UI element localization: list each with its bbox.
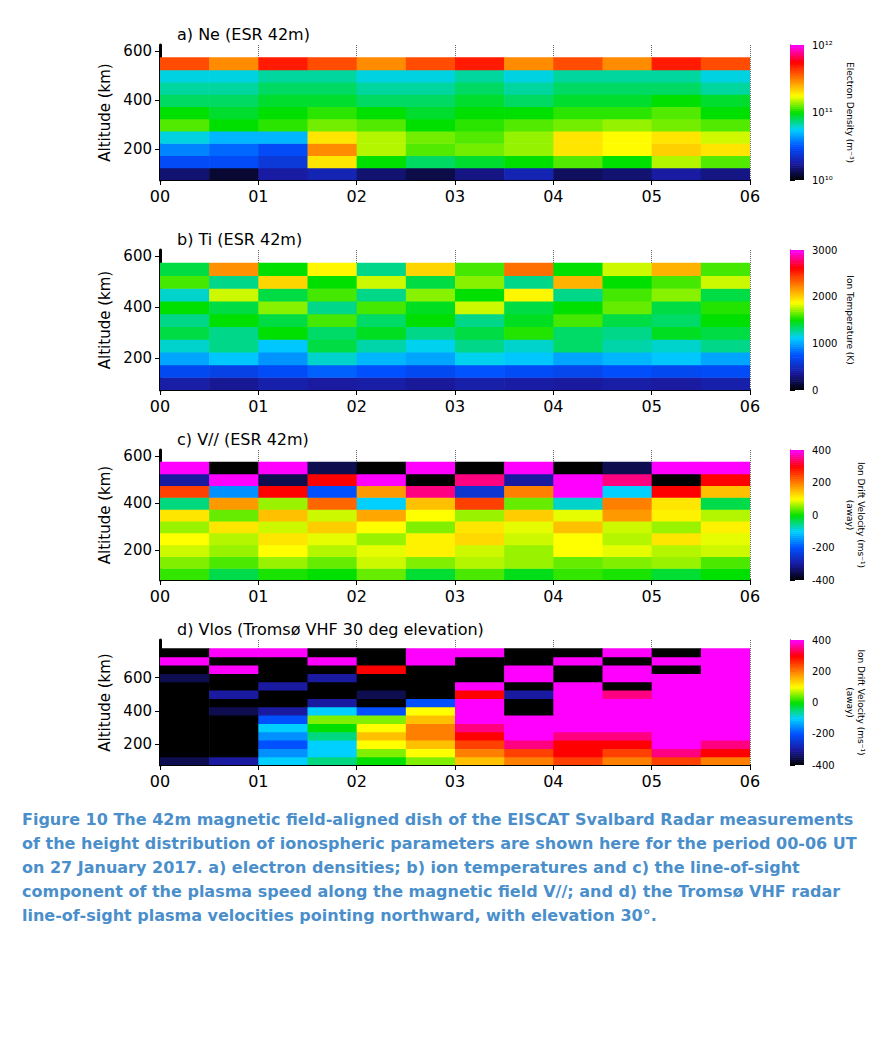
svg-text:Ion Drift Velocity (ms⁻¹): Ion Drift Velocity (ms⁻¹) — [856, 649, 866, 755]
svg-text:Ion Drift Velocity (ms⁻¹): Ion Drift Velocity (ms⁻¹) — [856, 462, 866, 568]
svg-text:03: 03 — [445, 397, 465, 416]
svg-text:600: 600 — [123, 42, 152, 60]
svg-text:200: 200 — [812, 666, 831, 677]
svg-text:a) Ne (ESR 42m): a) Ne (ESR 42m) — [177, 25, 310, 44]
svg-text:03: 03 — [445, 187, 465, 206]
svg-text:03: 03 — [445, 587, 465, 606]
svg-text:1000: 1000 — [812, 338, 837, 349]
svg-text:05: 05 — [641, 187, 661, 206]
svg-text:05: 05 — [641, 772, 661, 791]
svg-text:200: 200 — [123, 140, 152, 158]
svg-text:01: 01 — [248, 187, 268, 206]
svg-text:(away): (away) — [845, 687, 855, 718]
svg-text:b) Ti (ESR 42m): b) Ti (ESR 42m) — [177, 230, 302, 249]
svg-text:400: 400 — [123, 91, 152, 109]
svg-text:10¹⁰: 10¹⁰ — [812, 175, 833, 186]
svg-text:06: 06 — [740, 397, 760, 416]
svg-text:200: 200 — [123, 349, 152, 367]
svg-text:-400: -400 — [812, 575, 835, 586]
svg-text:200: 200 — [123, 735, 152, 753]
svg-text:00: 00 — [150, 397, 170, 416]
svg-text:(away): (away) — [845, 500, 855, 531]
svg-text:Altitude (km): Altitude (km) — [96, 271, 114, 369]
svg-text:400: 400 — [123, 494, 152, 512]
svg-text:200: 200 — [812, 477, 831, 488]
svg-text:01: 01 — [248, 397, 268, 416]
svg-text:02: 02 — [346, 187, 366, 206]
svg-text:c) V// (ESR 42m): c) V// (ESR 42m) — [177, 430, 309, 449]
svg-text:2000: 2000 — [812, 291, 837, 302]
svg-text:05: 05 — [641, 587, 661, 606]
svg-text:00: 00 — [150, 772, 170, 791]
svg-text:400: 400 — [812, 635, 831, 646]
svg-text:06: 06 — [740, 187, 760, 206]
svg-text:-200: -200 — [812, 542, 835, 553]
svg-text:02: 02 — [346, 772, 366, 791]
svg-text:01: 01 — [248, 587, 268, 606]
svg-text:400: 400 — [123, 298, 152, 316]
html-text:Figure 10 The 42m magnetic fie: Figure 10 The 42m magnetic field-aligned… — [22, 810, 857, 925]
svg-text:Ion Temperature (K): Ion Temperature (K) — [845, 275, 855, 365]
svg-text:600: 600 — [123, 247, 152, 265]
svg-text:200: 200 — [123, 541, 152, 559]
svg-text:01: 01 — [248, 772, 268, 791]
svg-text:0: 0 — [812, 697, 818, 708]
svg-text:Altitude (km): Altitude (km) — [96, 63, 114, 161]
svg-text:05: 05 — [641, 397, 661, 416]
svg-text:0: 0 — [812, 510, 818, 521]
svg-text:10¹¹: 10¹¹ — [812, 107, 833, 118]
svg-text:00: 00 — [150, 587, 170, 606]
svg-text:d) Vlos (Tromsø VHF 30 deg ele: d) Vlos (Tromsø VHF 30 deg elevation) — [177, 620, 484, 639]
svg-text:04: 04 — [543, 397, 563, 416]
svg-text:10¹²: 10¹² — [812, 40, 833, 51]
svg-text:400: 400 — [812, 445, 831, 456]
svg-text:600: 600 — [123, 447, 152, 465]
svg-text:-400: -400 — [812, 760, 835, 771]
svg-text:Electron Density (m⁻³): Electron Density (m⁻³) — [845, 62, 855, 163]
svg-text:04: 04 — [543, 587, 563, 606]
svg-text:03: 03 — [445, 772, 465, 791]
svg-text:Altitude (km): Altitude (km) — [96, 466, 114, 564]
svg-text:06: 06 — [740, 772, 760, 791]
svg-text:400: 400 — [123, 702, 152, 720]
svg-text:3000: 3000 — [812, 245, 837, 256]
svg-text:Altitude (km): Altitude (km) — [96, 653, 114, 751]
svg-text:0: 0 — [812, 385, 818, 396]
svg-text:00: 00 — [150, 187, 170, 206]
svg-text:02: 02 — [346, 397, 366, 416]
svg-text:06: 06 — [740, 587, 760, 606]
svg-text:600: 600 — [123, 669, 152, 687]
svg-text:04: 04 — [543, 187, 563, 206]
svg-text:02: 02 — [346, 587, 366, 606]
svg-text:-200: -200 — [812, 728, 835, 739]
svg-text:04: 04 — [543, 772, 563, 791]
